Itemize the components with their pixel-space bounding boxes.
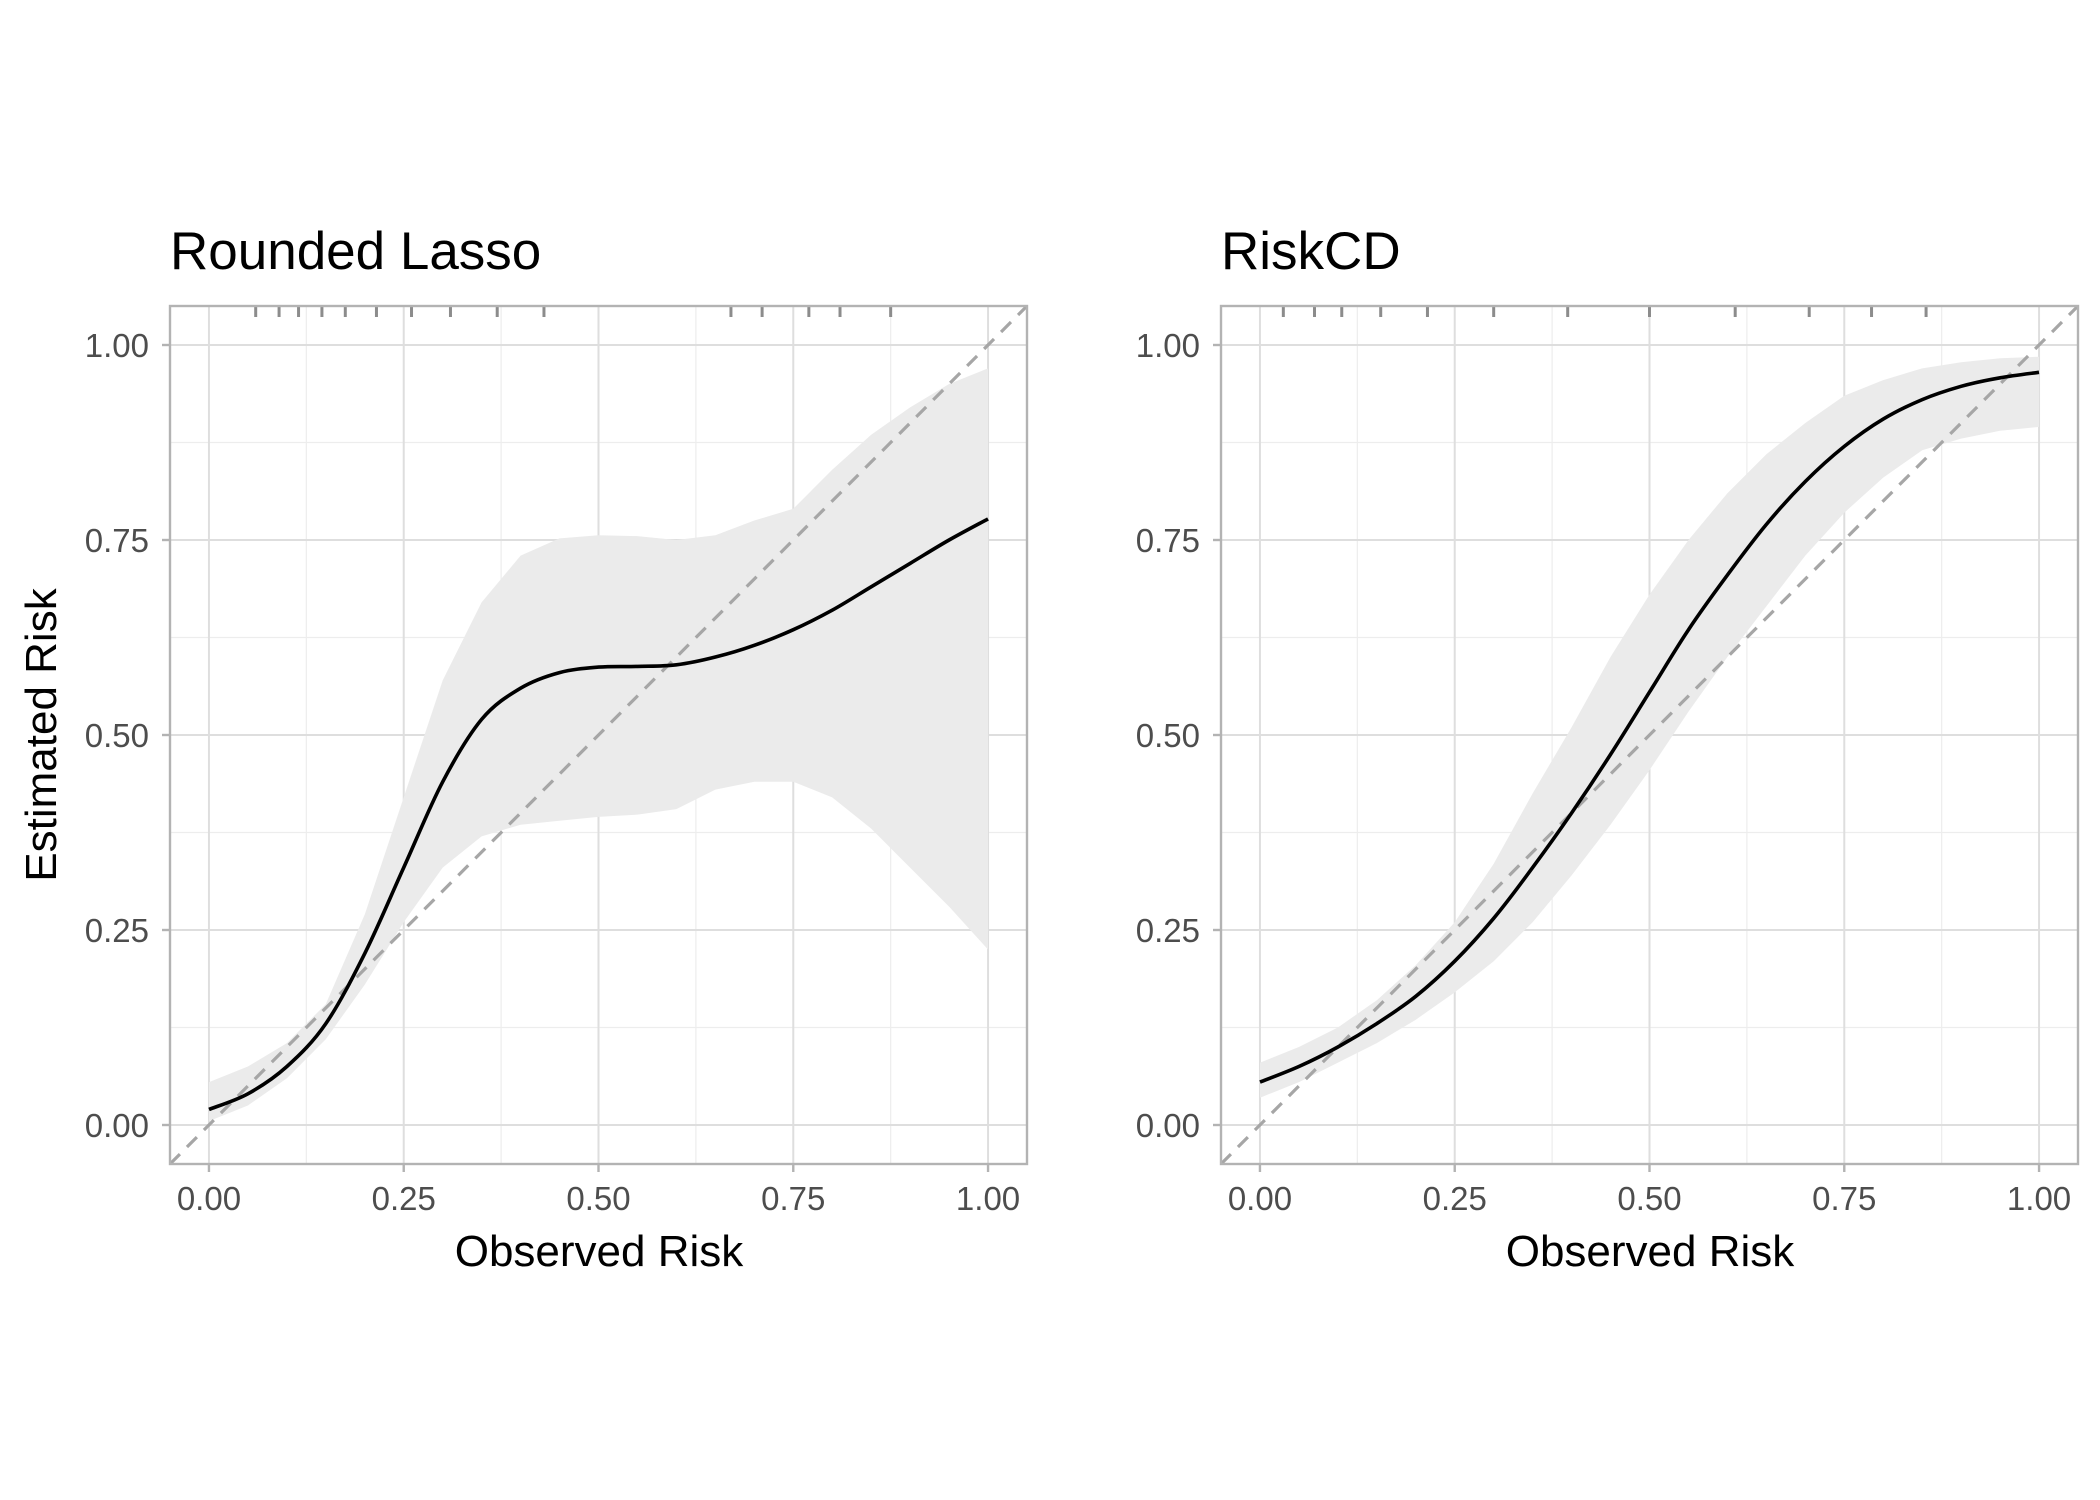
- y-tick-label: 0.25: [1136, 912, 1200, 949]
- y-axis-title: Estimated Risk: [17, 587, 66, 881]
- y-tick-label: 0.50: [1136, 717, 1200, 754]
- x-tick-label: 0.00: [177, 1180, 241, 1217]
- y-tick-label: 0.75: [85, 522, 149, 559]
- x-tick-label: 0.50: [566, 1180, 630, 1217]
- plot-area: 0.00 0.25 0.50 0.75 1.00 0.00 0.25 0.50 0.75 1.00: [1136, 304, 2080, 1217]
- x-tick-label: 0.25: [372, 1180, 436, 1217]
- reference-line: [1221, 306, 2078, 1164]
- y-tick-label: 0.00: [1136, 1107, 1200, 1144]
- calibration-curve: [1259, 370, 2040, 1084]
- y-tick-label: 0.75: [1136, 522, 1200, 559]
- x-tick-label: 0.75: [761, 1180, 825, 1217]
- panel-riskcd: RiskCD Observed Risk 0.00 0.25 0.50 0.75 1.0…: [1136, 222, 2080, 1276]
- y-tick-label: 0.50: [85, 717, 149, 754]
- panel-title: RiskCD: [1221, 222, 1401, 281]
- y-tick-label: 1.00: [85, 327, 149, 364]
- x-tick-label: 1.00: [956, 1180, 1020, 1217]
- x-tick-label: 0.00: [1228, 1180, 1292, 1217]
- x-tick-label: 0.75: [1812, 1180, 1876, 1217]
- x-tick-label: 0.25: [1423, 1180, 1487, 1217]
- confidence-band: [1260, 356, 2039, 1098]
- x-axis-title: Observed Risk: [455, 1227, 745, 1276]
- calibration-curve: [208, 517, 989, 1112]
- confidence-band: [209, 368, 988, 1122]
- reference-line: [170, 306, 1027, 1164]
- x-axis-title: Observed Risk: [1506, 1227, 1796, 1276]
- x-tick-label: 0.50: [1617, 1180, 1681, 1217]
- y-tick-label: 0.00: [85, 1107, 149, 1144]
- plot-area: 0.00 0.25 0.50 0.75 1.00 0.00 0.25 0.50 0.75 1.00: [85, 304, 1029, 1217]
- panel-title: Rounded Lasso: [170, 222, 541, 281]
- panel-rounded-lasso: Rounded Lasso Observed Risk Estimated Ri…: [17, 222, 1029, 1276]
- x-tick-label: 1.00: [2007, 1180, 2071, 1217]
- y-tick-label: 1.00: [1136, 327, 1200, 364]
- y-tick-label: 0.25: [85, 912, 149, 949]
